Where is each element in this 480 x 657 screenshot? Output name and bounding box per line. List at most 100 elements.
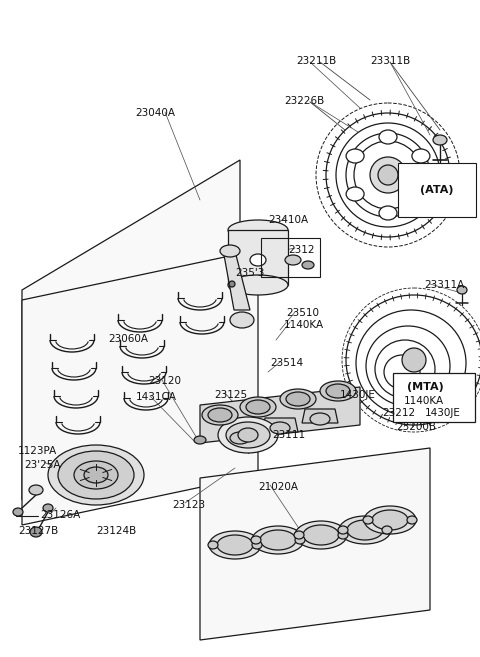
Ellipse shape	[246, 400, 270, 414]
Text: 1123PA: 1123PA	[18, 446, 57, 456]
Ellipse shape	[295, 536, 305, 544]
Ellipse shape	[407, 516, 417, 524]
Ellipse shape	[378, 165, 398, 185]
Text: 23410A: 23410A	[268, 215, 308, 225]
Text: 23126A: 23126A	[40, 510, 80, 520]
Ellipse shape	[252, 541, 262, 549]
Ellipse shape	[260, 530, 296, 550]
Ellipse shape	[270, 422, 290, 434]
Ellipse shape	[310, 413, 330, 425]
Ellipse shape	[347, 520, 383, 540]
Ellipse shape	[226, 422, 270, 448]
Ellipse shape	[229, 281, 235, 287]
Polygon shape	[22, 250, 258, 525]
Text: 235'3: 235'3	[235, 268, 264, 278]
Polygon shape	[222, 428, 258, 442]
Ellipse shape	[230, 312, 254, 328]
Ellipse shape	[48, 445, 144, 505]
Ellipse shape	[252, 526, 304, 554]
Ellipse shape	[302, 261, 314, 269]
Text: 23211B: 23211B	[296, 56, 336, 66]
Text: 23125: 23125	[214, 390, 247, 400]
Ellipse shape	[339, 516, 391, 544]
Ellipse shape	[346, 187, 364, 201]
FancyBboxPatch shape	[393, 373, 475, 422]
Text: 23200B: 23200B	[396, 422, 436, 432]
Text: 23311B: 23311B	[370, 56, 410, 66]
Ellipse shape	[338, 526, 348, 534]
Ellipse shape	[194, 436, 206, 444]
Ellipse shape	[240, 397, 276, 417]
Ellipse shape	[218, 417, 278, 453]
Polygon shape	[200, 448, 430, 640]
Ellipse shape	[303, 525, 339, 545]
Ellipse shape	[285, 255, 301, 265]
Ellipse shape	[370, 157, 406, 193]
Ellipse shape	[412, 187, 430, 201]
Text: 1430JE: 1430JE	[340, 390, 376, 400]
Ellipse shape	[208, 541, 218, 549]
Ellipse shape	[230, 432, 250, 444]
Text: 21020A: 21020A	[258, 482, 298, 492]
Ellipse shape	[13, 508, 23, 516]
Ellipse shape	[364, 506, 416, 534]
Ellipse shape	[228, 220, 288, 240]
Text: 23'25A: 23'25A	[24, 460, 60, 470]
Ellipse shape	[209, 531, 261, 559]
Ellipse shape	[208, 408, 232, 422]
Text: 23124B: 23124B	[96, 526, 136, 536]
Ellipse shape	[338, 531, 348, 539]
Text: 23212: 23212	[382, 408, 415, 418]
Ellipse shape	[346, 149, 364, 163]
Ellipse shape	[382, 526, 392, 534]
Ellipse shape	[30, 527, 42, 537]
Ellipse shape	[238, 428, 258, 442]
Ellipse shape	[251, 536, 261, 544]
Polygon shape	[228, 230, 288, 285]
Polygon shape	[224, 255, 250, 310]
Ellipse shape	[74, 461, 118, 489]
Ellipse shape	[326, 384, 350, 398]
Text: 1430JE: 1430JE	[425, 408, 461, 418]
Ellipse shape	[412, 149, 430, 163]
Ellipse shape	[286, 392, 310, 406]
Text: 1140KA: 1140KA	[284, 320, 324, 330]
Ellipse shape	[84, 467, 108, 483]
Ellipse shape	[433, 135, 447, 145]
Text: 23514: 23514	[270, 358, 303, 368]
Polygon shape	[302, 409, 338, 423]
Ellipse shape	[202, 405, 238, 425]
Text: 23226B: 23226B	[284, 96, 324, 106]
Ellipse shape	[379, 206, 397, 220]
Ellipse shape	[402, 348, 426, 372]
Ellipse shape	[295, 521, 347, 549]
Ellipse shape	[363, 516, 373, 524]
Ellipse shape	[29, 485, 43, 495]
Ellipse shape	[220, 245, 240, 257]
Ellipse shape	[372, 510, 408, 530]
Polygon shape	[262, 418, 298, 432]
Ellipse shape	[379, 130, 397, 144]
Text: 23040A: 23040A	[135, 108, 175, 118]
Text: 23311A: 23311A	[424, 280, 464, 290]
Ellipse shape	[58, 451, 134, 499]
Text: 23111: 23111	[272, 430, 305, 440]
Ellipse shape	[217, 535, 253, 555]
Ellipse shape	[280, 389, 316, 409]
Ellipse shape	[228, 275, 288, 295]
Ellipse shape	[43, 504, 53, 512]
Text: 23127B: 23127B	[18, 526, 58, 536]
Text: 23120: 23120	[148, 376, 181, 386]
Text: 1431CA: 1431CA	[136, 392, 177, 402]
Ellipse shape	[250, 254, 266, 266]
Text: 2312: 2312	[288, 245, 314, 255]
Text: 23510: 23510	[286, 308, 319, 318]
Polygon shape	[22, 160, 240, 500]
Text: (MTA): (MTA)	[407, 382, 444, 392]
Polygon shape	[200, 387, 360, 443]
Ellipse shape	[457, 286, 467, 294]
Text: 23123: 23123	[172, 500, 205, 510]
Text: (ATA): (ATA)	[420, 185, 454, 195]
Text: 1140KA: 1140KA	[404, 396, 444, 406]
Ellipse shape	[294, 531, 304, 539]
